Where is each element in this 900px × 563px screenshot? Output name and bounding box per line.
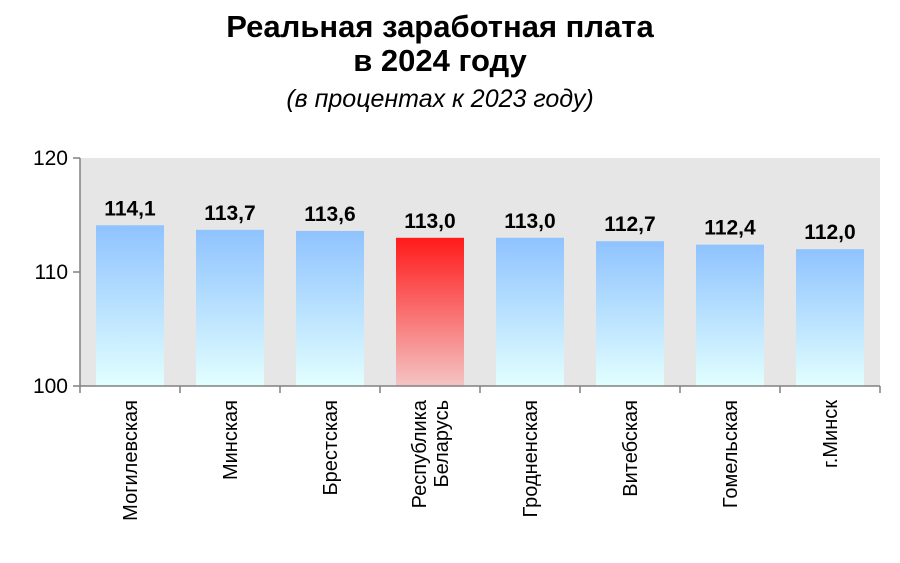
data-label: 113,7 xyxy=(204,202,255,225)
data-label: 112,4 xyxy=(704,217,756,240)
data-label: 112,0 xyxy=(804,221,855,244)
data-label: 113,0 xyxy=(504,210,555,233)
bar xyxy=(596,241,664,386)
x-category-label: Минская xyxy=(220,400,242,480)
bar xyxy=(396,237,464,386)
bar xyxy=(196,229,264,386)
x-category-label: Беларусь xyxy=(431,400,453,487)
x-category-label: Республика xyxy=(409,399,431,508)
x-category-label: Гомельская xyxy=(720,400,742,508)
chart-title-line2: в 2024 году xyxy=(353,43,527,78)
data-label: 113,6 xyxy=(304,203,355,226)
chart-title-block: Реальная заработная плата в 2024 году (в… xyxy=(0,10,880,114)
x-category-label: Витебская xyxy=(620,400,642,497)
bar xyxy=(296,230,364,386)
x-category-label: Могилевская xyxy=(120,400,142,521)
data-label: 113,0 xyxy=(404,210,455,233)
bar xyxy=(96,225,164,386)
x-category-label: Брестская xyxy=(320,400,342,495)
y-tick-label: 120 xyxy=(33,147,68,170)
bar xyxy=(696,244,764,386)
bar xyxy=(796,249,864,386)
y-tick-label: 100 xyxy=(33,375,68,398)
chart-title-line1: Реальная заработная плата xyxy=(226,9,654,44)
data-label: 114,1 xyxy=(104,197,156,220)
y-tick-label: 110 xyxy=(35,261,68,284)
chart-subtitle: (в процентах к 2023 году) xyxy=(286,85,594,113)
x-category-label: г.Минск xyxy=(820,400,842,468)
bar xyxy=(496,237,564,386)
data-label: 112,7 xyxy=(604,213,655,236)
x-category-label: Гродненская xyxy=(520,400,542,518)
